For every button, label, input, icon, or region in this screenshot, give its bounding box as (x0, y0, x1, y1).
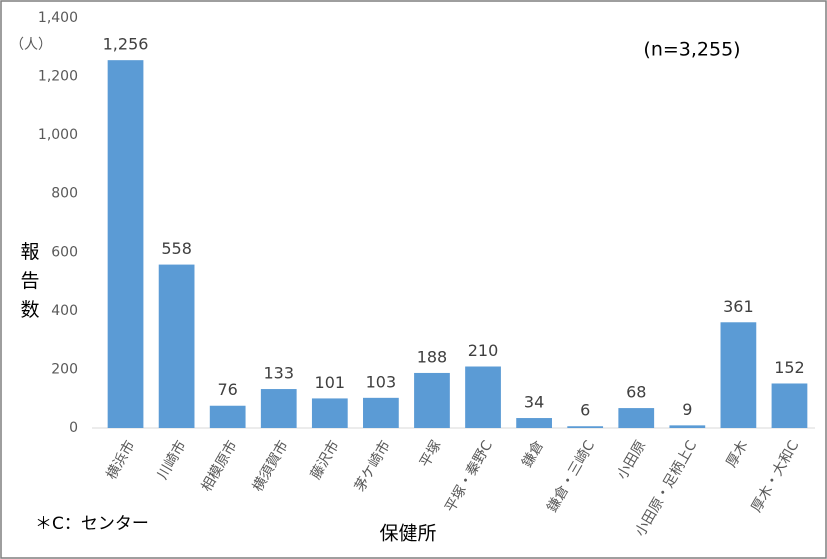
value-label: 133 (263, 364, 294, 383)
footnote: ＊C：センター (35, 514, 149, 534)
y-tick-label: 400 (51, 303, 78, 319)
bar (771, 383, 808, 428)
y-tick-label: 1,000 (38, 127, 78, 143)
value-label: 68 (626, 383, 646, 402)
bar (720, 322, 757, 428)
bar (567, 426, 604, 428)
x-axis-label: 保健所 (379, 523, 436, 545)
value-label: 103 (366, 372, 397, 391)
bar (465, 366, 501, 428)
value-label: 558 (161, 239, 192, 258)
bar (618, 408, 655, 428)
bar (311, 398, 348, 428)
bar (260, 389, 297, 428)
y-tick-label: 600 (51, 244, 78, 260)
bar (107, 60, 144, 429)
y-tick-label: 200 (51, 361, 78, 377)
bar (516, 418, 552, 428)
value-label: 188 (417, 347, 448, 366)
value-label: 361 (723, 297, 754, 316)
bar (669, 425, 706, 428)
y-tick-label: 800 (51, 186, 78, 202)
value-label: 9 (682, 400, 692, 419)
bar (363, 397, 399, 428)
bar (158, 264, 195, 428)
value-label: 210 (468, 341, 499, 360)
value-label: 152 (774, 358, 805, 377)
value-label: 1,256 (103, 35, 149, 54)
value-label: 101 (315, 373, 346, 392)
unit-label: （人） (10, 37, 52, 53)
value-label: 76 (217, 380, 237, 399)
bar (209, 405, 246, 428)
annotation: (n=3,255) (643, 39, 740, 61)
value-label: 6 (580, 401, 590, 420)
bar (414, 372, 450, 428)
y-tick-label: 1,400 (38, 10, 78, 26)
y-tick-label: 0 (69, 420, 78, 436)
value-label: 34 (524, 393, 544, 412)
y-axis-label: 報告数 (18, 241, 40, 328)
y-tick-label: 1,200 (38, 69, 78, 85)
